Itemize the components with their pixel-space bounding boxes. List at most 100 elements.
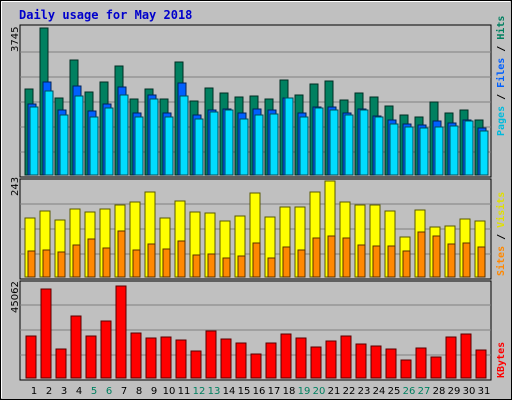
panel-visits-sites: [19, 178, 492, 280]
bar-sites-day-29: [447, 243, 456, 278]
bar-kbytes-day-22: [340, 335, 352, 379]
bar-kbytes-day-5: [85, 335, 97, 379]
series-pages: [29, 90, 489, 176]
bar-sites-day-6: [102, 247, 111, 278]
bar-kbytes-day-2: [40, 288, 52, 379]
day-label-13: 13: [208, 386, 221, 397]
bar-kbytes-day-24: [370, 345, 382, 379]
bar-pages-day-26: [404, 126, 414, 176]
bar-pages-day-8: [134, 116, 144, 176]
bar-sites-day-11: [177, 240, 186, 278]
bar-kbytes-day-29: [445, 336, 457, 379]
bar-pages-day-21: [329, 109, 339, 176]
bar-sites-day-24: [372, 245, 381, 278]
day-label-12: 12: [193, 386, 206, 397]
bar-kbytes-day-4: [70, 315, 82, 379]
bar-kbytes-day-23: [355, 343, 367, 379]
day-label-8: 8: [136, 386, 142, 397]
bar-pages-day-25: [389, 123, 399, 176]
bar-sites-day-15: [237, 255, 246, 278]
ymax-label-hits: 3745: [10, 27, 21, 52]
day-label-5: 5: [91, 386, 97, 397]
panel-hits-files-pages: [19, 24, 492, 178]
day-label-29: 29: [448, 386, 461, 397]
legend-visits: Visits: [495, 192, 507, 228]
day-label-31: 31: [478, 386, 491, 397]
day-label-18: 18: [283, 386, 296, 397]
day-label-14: 14: [223, 386, 236, 397]
bar-kbytes-day-31: [475, 349, 487, 379]
legend-sites: Sites: [495, 246, 507, 276]
legend-visits-sites: Sites / Visits: [495, 192, 507, 276]
bar-kbytes-day-16: [250, 353, 262, 379]
legend-files: Files: [495, 58, 507, 88]
bar-kbytes-day-19: [295, 337, 307, 379]
bar-sites-day-10: [162, 248, 171, 278]
bar-kbytes-day-25: [385, 348, 397, 379]
bar-kbytes-day-26: [400, 359, 412, 379]
bar-pages-day-29: [449, 125, 459, 176]
bar-sites-day-17: [267, 257, 276, 278]
day-label-26: 26: [403, 386, 416, 397]
bar-pages-day-7: [119, 94, 129, 176]
bar-sites-day-26: [402, 250, 411, 278]
bar-sites-day-23: [357, 244, 366, 278]
bar-pages-day-2: [44, 90, 54, 176]
bar-sites-day-18: [282, 246, 291, 278]
bar-kbytes-day-1: [25, 335, 37, 379]
bar-pages-day-1: [29, 106, 39, 176]
panel-kbytes: [19, 280, 492, 381]
bar-pages-day-19: [299, 116, 309, 176]
bar-pages-day-14: [224, 109, 234, 176]
x-axis-day-labels: 1 2 3 4 5 6 7 8 9 10 11 12 13 14 15 16 17 18 19 20 21 22 23 24 2…: [31, 386, 491, 397]
bar-pages-day-15: [239, 118, 249, 176]
day-label-7: 7: [121, 386, 127, 397]
day-label-9: 9: [151, 386, 157, 397]
day-label-17: 17: [268, 386, 281, 397]
bar-pages-day-9: [149, 98, 159, 176]
series-sites: [27, 230, 486, 278]
bar-kbytes-day-15: [235, 342, 247, 379]
day-label-28: 28: [433, 386, 446, 397]
bar-kbytes-day-28: [430, 356, 442, 379]
bar-sites-day-20: [312, 237, 321, 278]
bar-sites-day-30: [462, 242, 471, 278]
bar-sites-day-25: [387, 245, 396, 278]
bar-kbytes-day-18: [280, 333, 292, 379]
chart-title: Daily usage for May 2018: [19, 8, 192, 22]
bar-sites-day-5: [87, 238, 96, 278]
bar-sites-day-21: [327, 235, 336, 278]
bar-pages-day-13: [209, 111, 219, 176]
bar-pages-day-22: [344, 114, 354, 176]
bar-sites-day-16: [252, 242, 261, 278]
day-label-1: 1: [31, 386, 37, 397]
day-label-21: 21: [328, 386, 341, 397]
day-label-6: 6: [106, 386, 112, 397]
bar-kbytes-day-17: [265, 342, 277, 379]
legend-hits-files-pages: Pages / Files / Hits: [495, 16, 507, 136]
bar-kbytes-day-30: [460, 333, 472, 379]
bar-pages-day-24: [374, 116, 384, 176]
bar-pages-day-27: [419, 127, 429, 176]
bar-pages-day-18: [284, 97, 294, 176]
bar-kbytes-day-8: [130, 332, 142, 379]
bar-sites-day-9: [147, 243, 156, 278]
bar-pages-day-5: [89, 116, 99, 176]
bar-sites-day-4: [72, 244, 81, 278]
legend-hits: Hits: [495, 16, 507, 40]
day-label-15: 15: [238, 386, 251, 397]
bar-sites-day-1: [27, 250, 36, 278]
bar-kbytes-day-7: [115, 285, 127, 379]
day-label-16: 16: [253, 386, 266, 397]
bar-kbytes-day-6: [100, 320, 112, 379]
day-label-30: 30: [463, 386, 476, 397]
bar-kbytes-day-12: [190, 350, 202, 379]
day-label-4: 4: [76, 386, 82, 397]
day-label-10: 10: [163, 386, 176, 397]
bar-kbytes-day-13: [205, 330, 217, 379]
bar-pages-day-28: [434, 126, 444, 176]
bar-kbytes-day-14: [220, 338, 232, 379]
day-label-11: 11: [178, 386, 191, 397]
bar-sites-day-13: [207, 253, 216, 278]
bar-pages-day-12: [194, 118, 204, 176]
